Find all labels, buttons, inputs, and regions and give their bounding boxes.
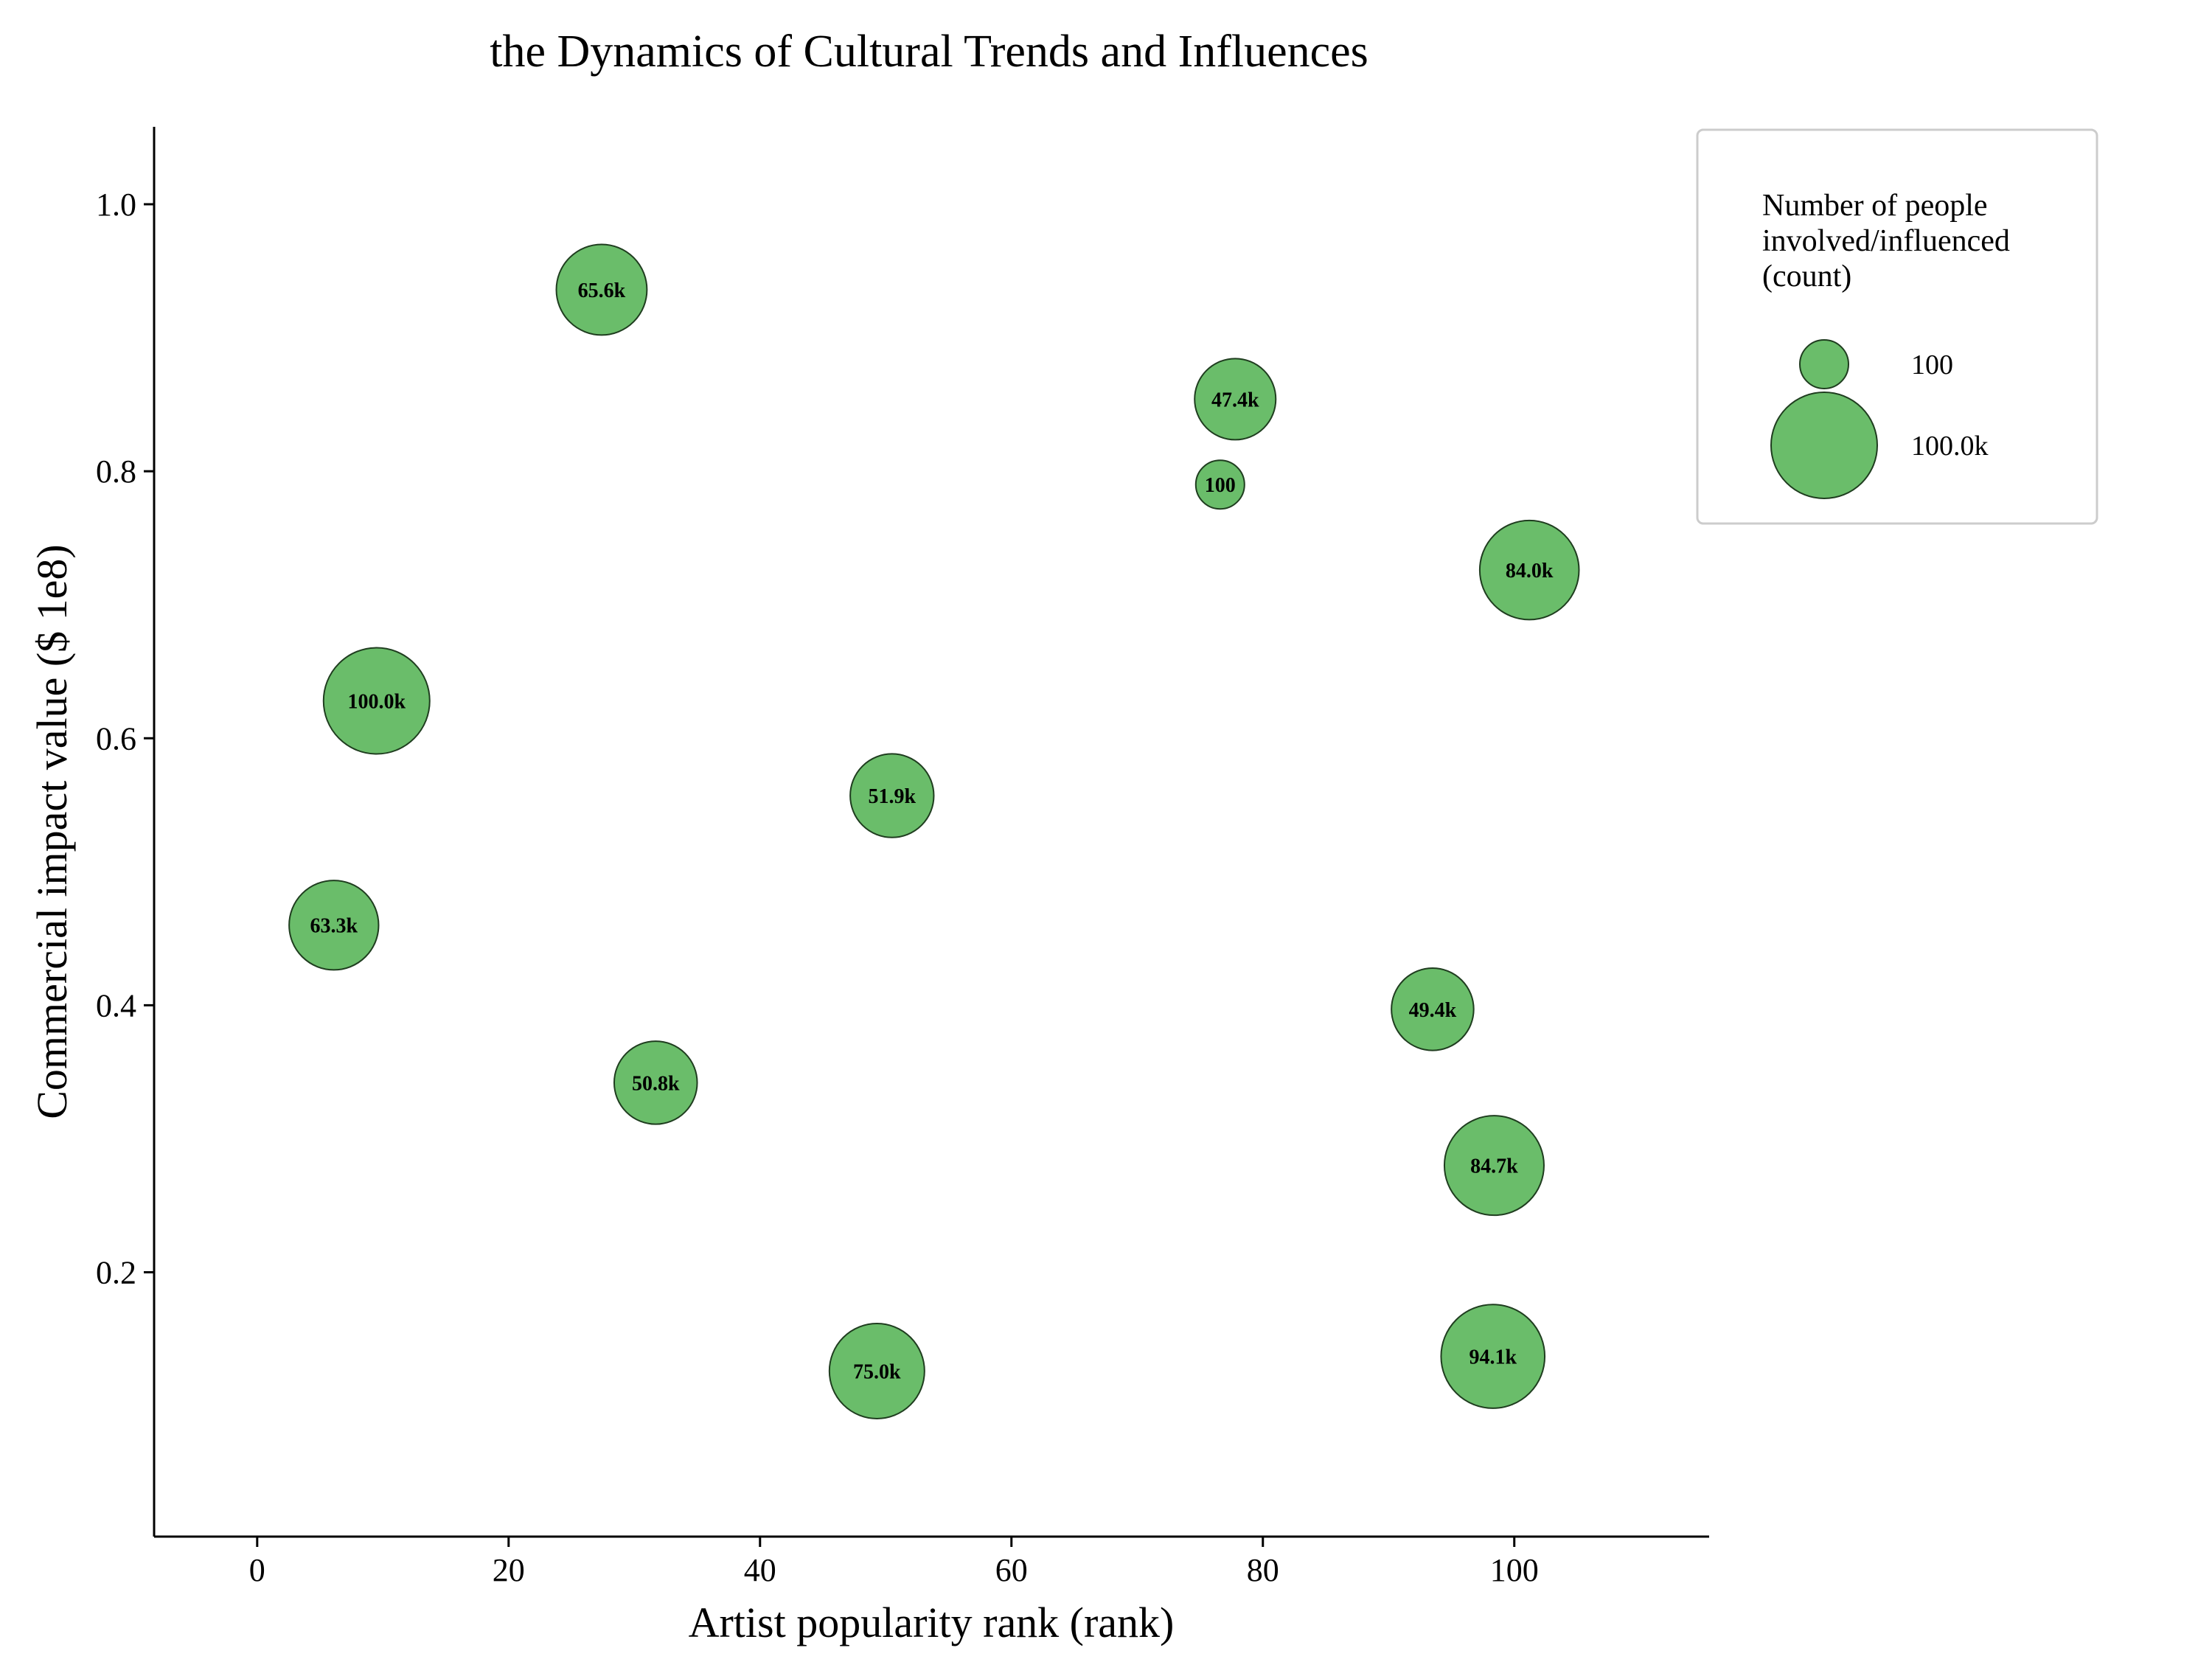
bubble-label: 49.4k xyxy=(1409,999,1457,1022)
y-axis-label: Commercial impact value ($ 1e8) xyxy=(28,544,76,1119)
bubble-label: 75.0k xyxy=(853,1360,901,1383)
bubble-label: 65.6k xyxy=(578,279,626,302)
legend-entries: 100 100.0k xyxy=(1770,339,1989,499)
bubble xyxy=(849,753,935,838)
y-tick-label: 1.0 xyxy=(96,187,136,223)
chart-title: the Dynamics of Cultural Trends and Infl… xyxy=(490,27,1368,77)
bubble xyxy=(1443,1115,1545,1217)
bubble-label: 51.9k xyxy=(869,785,917,808)
bubble xyxy=(555,243,648,336)
bubble-label: 63.3k xyxy=(310,915,358,938)
bubble-label: 100 xyxy=(1205,474,1236,497)
legend-title-line-3: (count) xyxy=(1762,260,1851,293)
bubble-label: 84.7k xyxy=(1470,1155,1518,1178)
y-tick-label: 0.6 xyxy=(96,720,136,757)
x-tick-label: 0 xyxy=(249,1552,265,1588)
bubble xyxy=(288,880,380,971)
bubble-series: 65.6k 47.4k 100 84.0k 100.0k 51.9k 63.3k 49.4k 5… xyxy=(288,243,1580,1419)
x-axis-label: Artist popularity rank (rank) xyxy=(689,1599,1175,1646)
x-tick-label: 40 xyxy=(744,1552,776,1588)
legend-title-line-1: Number of people xyxy=(1762,189,1988,223)
bubble-label: 100.0k xyxy=(347,691,406,714)
bubble xyxy=(322,647,431,755)
bubble xyxy=(1440,1304,1546,1409)
bubble xyxy=(1478,519,1580,621)
bubble xyxy=(613,1040,698,1125)
bubble-label: 84.0k xyxy=(1506,560,1554,582)
y-tick-label: 0.4 xyxy=(96,987,136,1023)
bubble xyxy=(1194,459,1245,510)
y-axis-ticks: 0.2 0.4 0.6 0.8 1.0 xyxy=(96,187,154,1291)
bubble xyxy=(828,1322,925,1419)
x-tick-label: 20 xyxy=(493,1552,525,1588)
bubble xyxy=(1391,967,1475,1051)
bubble-label: 94.1k xyxy=(1469,1346,1517,1369)
x-axis-ticks: 0 20 40 60 80 100 xyxy=(249,1537,1539,1588)
plot-area: 0 20 40 60 80 100 0.2 0.4 0.6 0.8 1.0 65.6k 47.4k 1… xyxy=(96,127,1709,1588)
legend-title-line-2: involved/influenced xyxy=(1762,224,2010,258)
y-tick-label: 0.2 xyxy=(96,1255,136,1291)
x-tick-label: 100 xyxy=(1490,1552,1539,1588)
legend-entry-label: 100.0k xyxy=(1911,431,1989,462)
legend-entry-label: 100 xyxy=(1911,349,1953,380)
y-tick-label: 0.8 xyxy=(96,453,136,490)
x-tick-label: 60 xyxy=(995,1552,1028,1588)
x-tick-label: 80 xyxy=(1247,1552,1279,1588)
bubble-label: 47.4k xyxy=(1211,389,1259,411)
bubble xyxy=(1194,358,1277,441)
legend-marker xyxy=(1770,392,1878,499)
legend-title: Number of people involved/influenced (co… xyxy=(1762,189,2017,293)
legend: Number of people involved/influenced (co… xyxy=(1696,128,2098,525)
bubble-label: 50.8k xyxy=(632,1072,680,1095)
legend-marker xyxy=(1799,339,1849,389)
